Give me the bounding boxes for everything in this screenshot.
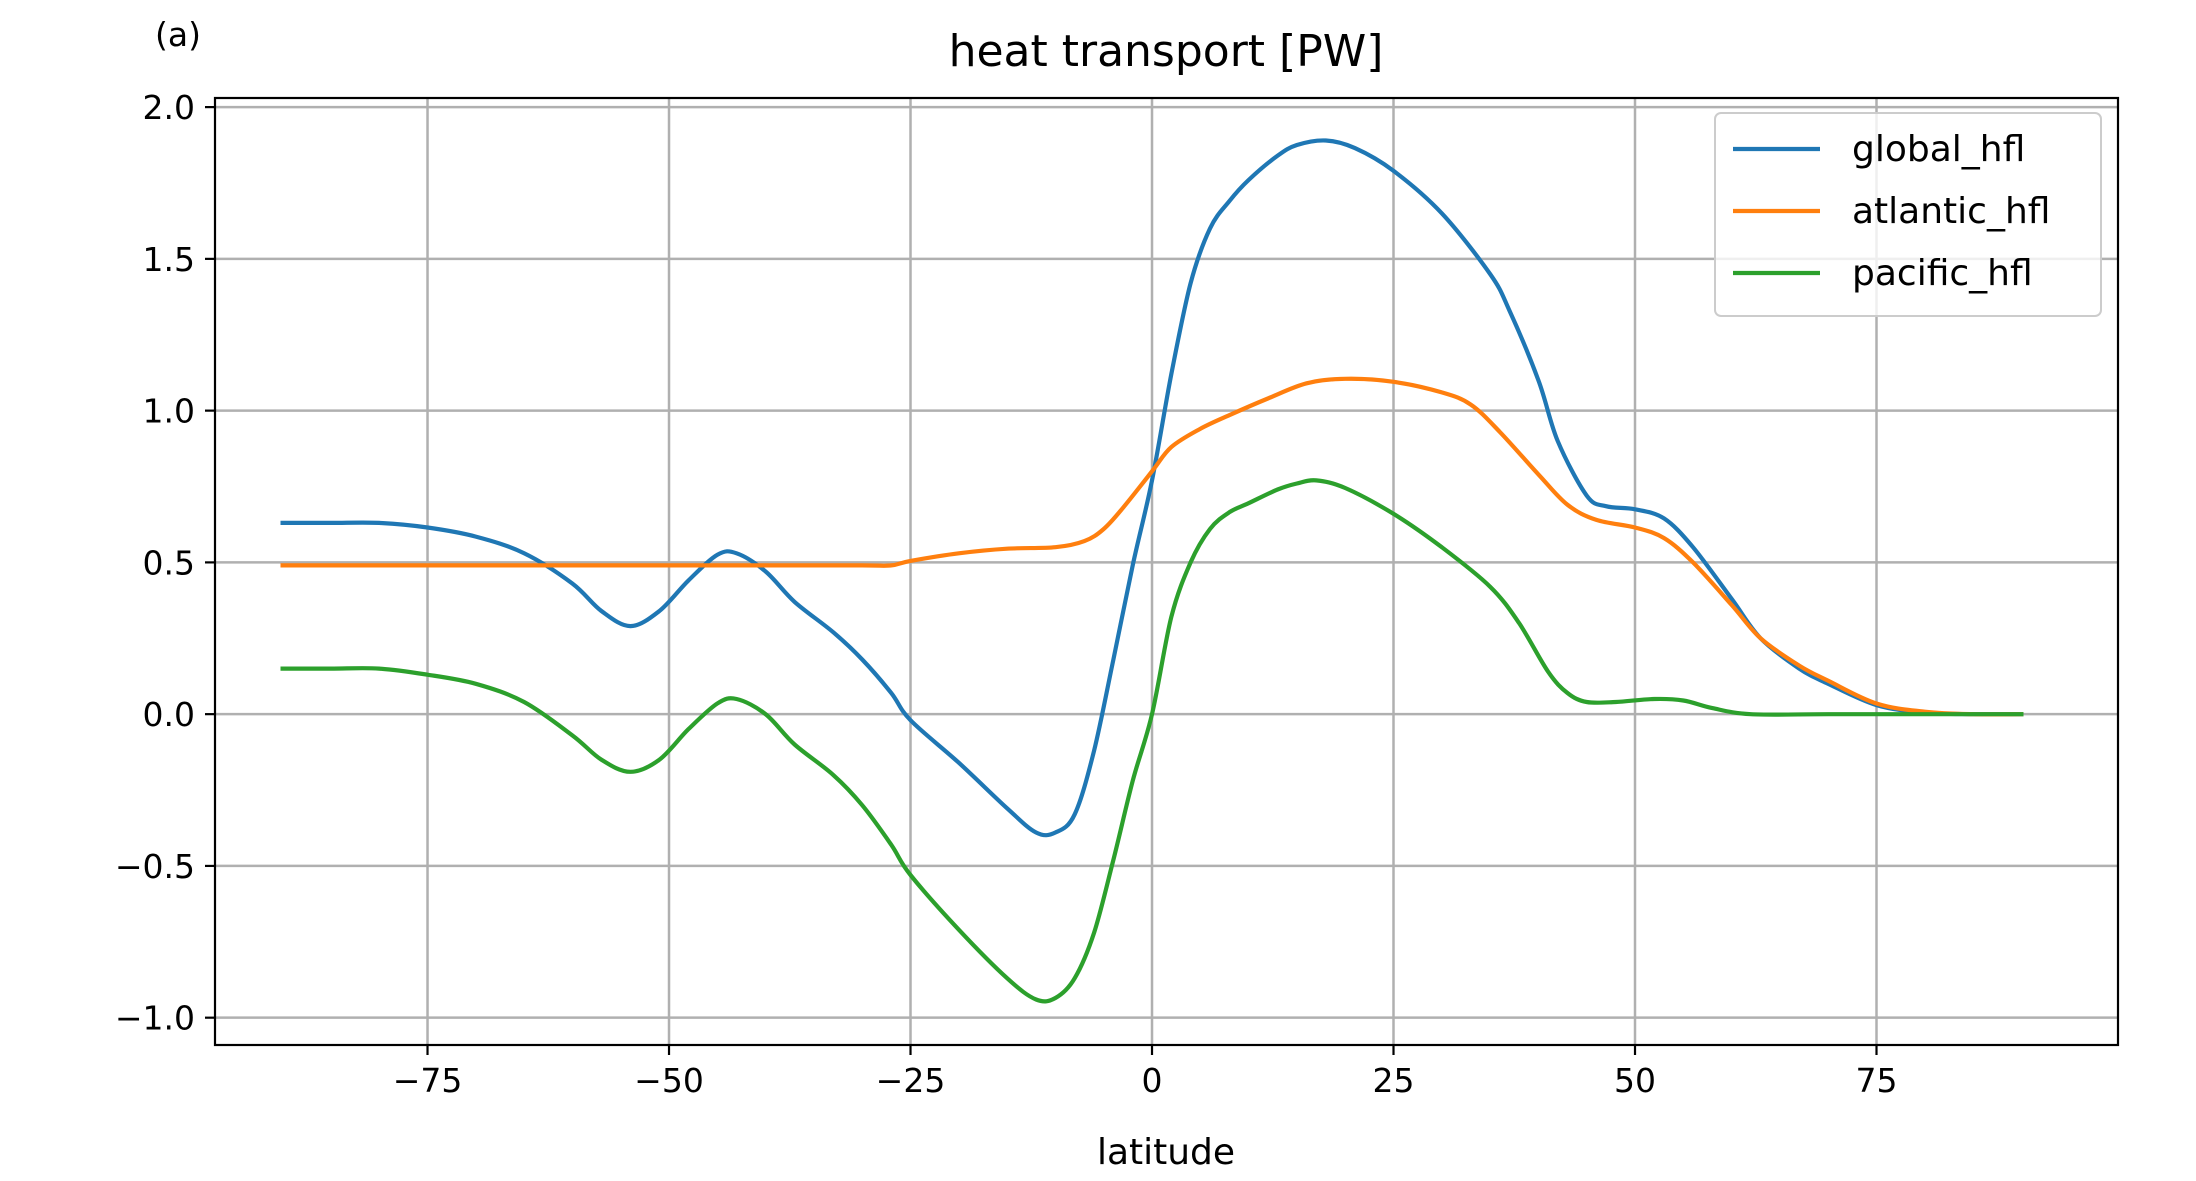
x-tick-label: −25 — [876, 1061, 946, 1100]
x-tick-label: 75 — [1856, 1061, 1898, 1100]
x-tick-label: 25 — [1373, 1061, 1415, 1100]
series-lines — [280, 138, 2024, 1004]
y-tick-label: −1.0 — [115, 999, 195, 1038]
x-tick-label: −75 — [393, 1061, 463, 1100]
x-axis-label: latitude — [1097, 1132, 1235, 1173]
chart-title: heat transport [PW] — [949, 26, 1384, 77]
x-tick-label: 50 — [1614, 1061, 1656, 1100]
panel-label: (a) — [155, 15, 201, 54]
series-line-global_hfl — [280, 138, 2024, 838]
legend-label-global_hfl: global_hfl — [1852, 129, 2025, 170]
x-axis-ticks: −75 −50 −25 0 25 50 75 — [393, 1045, 1898, 1100]
legend-label-atlantic_hfl: atlantic_hfl — [1852, 191, 2050, 232]
y-tick-label: 0.5 — [143, 543, 195, 582]
y-axis-ticks: −1.0 −0.5 0.0 0.5 1.0 1.5 2.0 — [115, 88, 215, 1038]
y-tick-label: 2.0 — [143, 88, 195, 127]
legend: global_hfl atlantic_hfl pacific_hfl — [1714, 112, 2102, 317]
y-tick-label: −0.5 — [115, 847, 195, 886]
series-line-atlantic_hfl — [280, 376, 2024, 717]
legend-label-pacific_hfl: pacific_hfl — [1852, 253, 2033, 294]
y-tick-label: 1.5 — [143, 240, 195, 279]
y-tick-label: 1.0 — [143, 392, 195, 431]
x-tick-label: −50 — [634, 1061, 704, 1100]
legend-box — [1714, 112, 2102, 317]
axes-frame — [213, 96, 2120, 1047]
y-tick-label: 0.0 — [143, 695, 195, 734]
series-line-pacific_hfl — [280, 478, 2024, 1004]
x-tick-label: 0 — [1142, 1061, 1163, 1100]
